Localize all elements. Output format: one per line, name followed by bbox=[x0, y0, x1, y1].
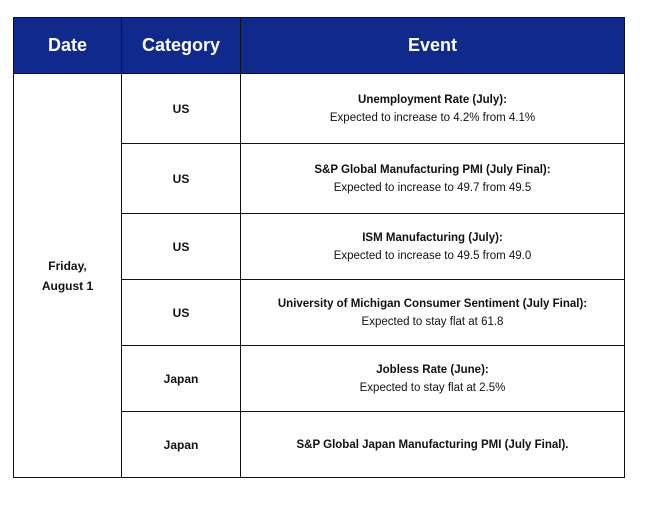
event-title: Unemployment Rate (July): bbox=[358, 93, 507, 106]
event-cell: S&P Global Manufacturing PMI (July Final… bbox=[240, 143, 625, 214]
header-row: Date Category Event bbox=[13, 17, 625, 74]
event-title: University of Michigan Consumer Sentimen… bbox=[277, 297, 588, 310]
date-cell: Friday, August 1 bbox=[13, 73, 122, 478]
event-description: Expected to stay flat at 61.8 bbox=[361, 315, 504, 328]
category-cell: Japan bbox=[121, 411, 241, 478]
event-cell: Jobless Rate (June): Expected to stay fl… bbox=[240, 345, 625, 412]
date-weekday: Friday, bbox=[48, 258, 87, 273]
event-column-header: Event bbox=[240, 17, 625, 74]
event-title: S&P Global Japan Manufacturing PMI (July… bbox=[296, 438, 569, 451]
category-cell: US bbox=[121, 213, 241, 280]
table-row: US University of Michigan Consumer Senti… bbox=[14, 279, 625, 346]
economic-calendar-table: Date Category Event Friday, August 1 US … bbox=[13, 17, 625, 478]
event-description: Expected to increase to 49.7 from 49.5 bbox=[333, 181, 532, 194]
event-description: Expected to increase to 49.5 from 49.0 bbox=[333, 249, 532, 262]
category-cell: US bbox=[121, 279, 241, 346]
event-cell: ISM Manufacturing (July): Expected to in… bbox=[240, 213, 625, 280]
category-cell: US bbox=[121, 143, 241, 214]
table-row: Friday, August 1 US Unemployment Rate (J… bbox=[13, 73, 625, 478]
event-description: Expected to increase to 4.2% from 4.1% bbox=[329, 111, 536, 124]
event-title: S&P Global Manufacturing PMI (July Final… bbox=[314, 163, 551, 176]
table-row: Japan Jobless Rate (June): Expected to s… bbox=[14, 345, 625, 412]
date-column-header: Date bbox=[13, 17, 122, 74]
table-header: Date Category Event bbox=[13, 17, 625, 74]
table-body: Friday, August 1 US Unemployment Rate (J… bbox=[13, 73, 625, 478]
event-cell: S&P Global Japan Manufacturing PMI (July… bbox=[240, 411, 625, 478]
event-title: Jobless Rate (June): bbox=[376, 363, 489, 376]
event-cell: University of Michigan Consumer Sentimen… bbox=[240, 279, 625, 346]
category-cell: US bbox=[121, 73, 241, 144]
date-day: August 1 bbox=[41, 278, 94, 293]
event-title: ISM Manufacturing (July): bbox=[362, 231, 503, 244]
event-cell: Unemployment Rate (July): Expected to in… bbox=[240, 73, 625, 144]
category-column-header: Category bbox=[121, 17, 241, 74]
table-row: US ISM Manufacturing (July): Expected to… bbox=[14, 213, 625, 280]
event-description: Expected to stay flat at 2.5% bbox=[359, 381, 506, 394]
table-row: US S&P Global Manufacturing PMI (July Fi… bbox=[14, 143, 625, 214]
table-row: Japan S&P Global Japan Manufacturing PMI… bbox=[14, 411, 625, 478]
category-cell: Japan bbox=[121, 345, 241, 412]
